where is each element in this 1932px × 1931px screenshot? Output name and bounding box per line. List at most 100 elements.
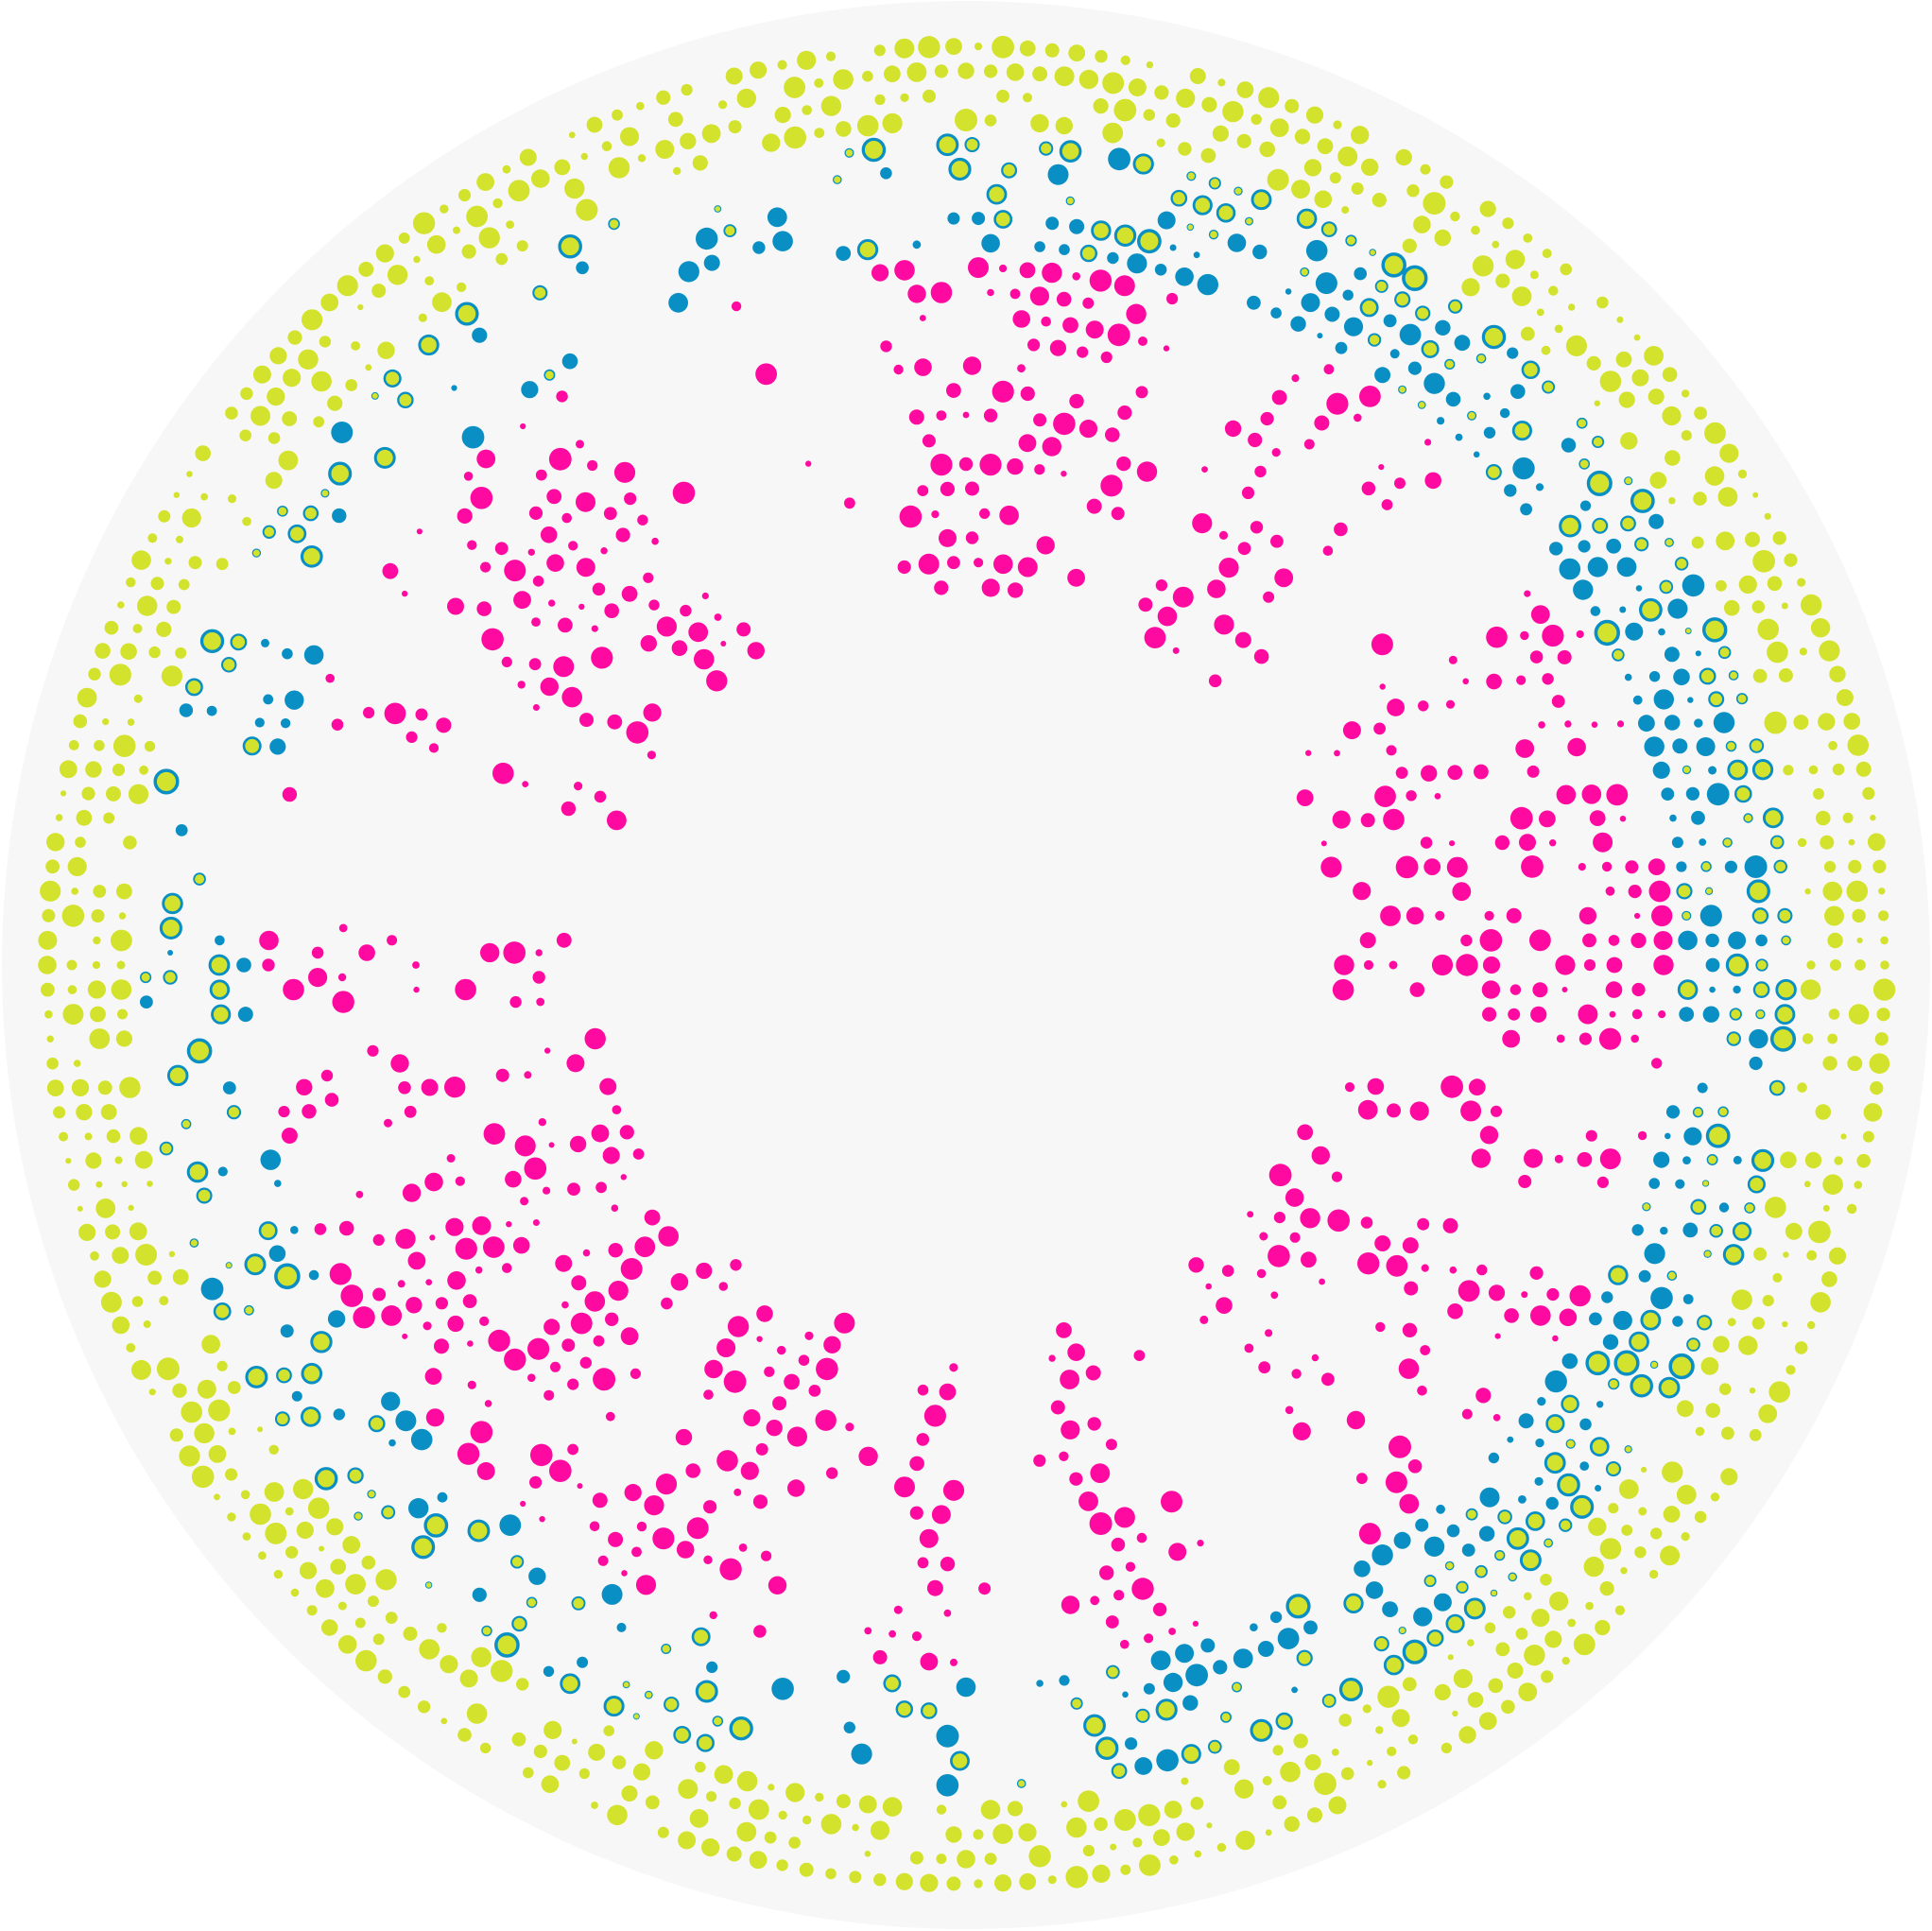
ring-dot	[1701, 1180, 1710, 1187]
inner-dot	[1421, 765, 1438, 782]
ring-dot	[603, 1696, 625, 1717]
outer-dot	[126, 577, 136, 588]
inner-dot	[467, 1340, 474, 1347]
ring-dot	[1570, 1494, 1595, 1519]
ring-dot	[397, 391, 414, 409]
inner-dot	[1248, 432, 1263, 448]
mid-dot	[1616, 557, 1637, 578]
inner-dot	[1208, 674, 1222, 688]
ring-dot	[1726, 1031, 1742, 1046]
inner-dot	[397, 1280, 405, 1288]
ring-dot	[1722, 837, 1733, 848]
inner-dot	[706, 670, 728, 692]
outer-dot	[296, 1521, 314, 1540]
mid-dot	[215, 935, 225, 946]
inner-dot	[1521, 855, 1544, 878]
outer-dot	[1181, 1777, 1189, 1785]
inner-dot	[302, 1104, 317, 1119]
inner-dot	[1452, 882, 1472, 902]
outer-dot	[1216, 1842, 1227, 1853]
outer-dot	[440, 1655, 458, 1674]
ring-dot	[723, 224, 737, 238]
outer-dot	[1305, 106, 1324, 124]
ring-dot	[1467, 410, 1477, 421]
mid-dot	[543, 1665, 555, 1678]
outer-dot	[1223, 1759, 1240, 1775]
outer-dot	[457, 188, 472, 202]
outer-dot	[1874, 1032, 1889, 1046]
inner-dot	[494, 542, 509, 556]
outer-dot	[1560, 263, 1572, 276]
mid-dot	[947, 212, 960, 225]
outer-dot	[478, 227, 500, 249]
outer-dot	[1529, 270, 1539, 280]
inner-dot	[1008, 582, 1024, 598]
mid-dot	[1625, 622, 1644, 641]
outer-dot	[117, 1009, 128, 1020]
ring-dot	[1773, 859, 1787, 874]
outer-dot	[139, 765, 149, 775]
inner-dot	[567, 1378, 579, 1390]
outer-dot	[265, 472, 283, 490]
inner-dot	[1265, 1329, 1273, 1337]
outer-dot	[242, 1532, 251, 1541]
ring-dot	[328, 461, 353, 486]
outer-dot	[371, 284, 387, 299]
inner-dot	[429, 1234, 436, 1241]
inner-dot	[1394, 477, 1406, 490]
outer-dot	[90, 1250, 99, 1261]
inner-dot	[940, 1557, 956, 1572]
outer-dot	[131, 1296, 144, 1307]
ring-dot	[664, 1696, 680, 1713]
outer-dot	[870, 1820, 890, 1840]
inner-dot	[480, 942, 500, 963]
inner-dot	[509, 995, 522, 1009]
mid-dot	[771, 1678, 794, 1700]
ring-dot	[1706, 1154, 1718, 1165]
inner-dot	[1379, 683, 1386, 690]
outer-dot	[1536, 308, 1544, 317]
inner-dot	[463, 472, 474, 481]
inner-dot	[548, 447, 572, 471]
ring-dot	[245, 1365, 268, 1388]
outer-dot	[1631, 369, 1649, 387]
outer-dot	[1377, 1685, 1400, 1708]
ring-dot	[1181, 1744, 1201, 1765]
inner-dot	[1442, 1217, 1458, 1233]
outer-dot	[1732, 1289, 1752, 1310]
mid-dot	[1573, 579, 1594, 600]
outer-dot	[1440, 1742, 1453, 1754]
ring-dot	[1508, 1572, 1518, 1582]
ring-dot	[1705, 1123, 1731, 1148]
inner-dot	[1409, 1101, 1429, 1121]
ring-dot	[277, 505, 288, 517]
outer-dot	[1120, 1864, 1131, 1875]
inner-dot	[1105, 427, 1120, 442]
ring-dot	[950, 1750, 970, 1771]
inner-dot	[1056, 291, 1072, 307]
outer-dot	[1120, 55, 1130, 65]
mid-dot	[1182, 1695, 1199, 1711]
outer-dot	[1828, 740, 1837, 750]
mid-dot	[880, 167, 892, 180]
ring-dot	[1686, 1337, 1700, 1352]
inner-dot	[1285, 1405, 1294, 1415]
outer-dot	[1573, 1633, 1596, 1656]
outer-dot	[1467, 1639, 1475, 1647]
outer-dot	[1061, 1801, 1068, 1808]
mid-dot	[140, 995, 153, 1009]
inner-dot	[917, 485, 929, 496]
ring-dot	[220, 657, 237, 673]
inner-dot	[701, 592, 709, 600]
mid-dot	[1648, 1178, 1660, 1189]
outer-dot	[1663, 1506, 1681, 1523]
mid-dot	[772, 231, 793, 251]
inner-dot	[1386, 1254, 1408, 1277]
inner-dot	[1221, 1265, 1234, 1277]
ring-dot	[1734, 784, 1752, 803]
mid-dot	[1435, 319, 1451, 336]
outer-dot	[307, 1497, 330, 1519]
mid-dot	[1606, 538, 1622, 554]
mid-dot	[1134, 1757, 1153, 1775]
ring-dot	[1497, 1509, 1512, 1525]
